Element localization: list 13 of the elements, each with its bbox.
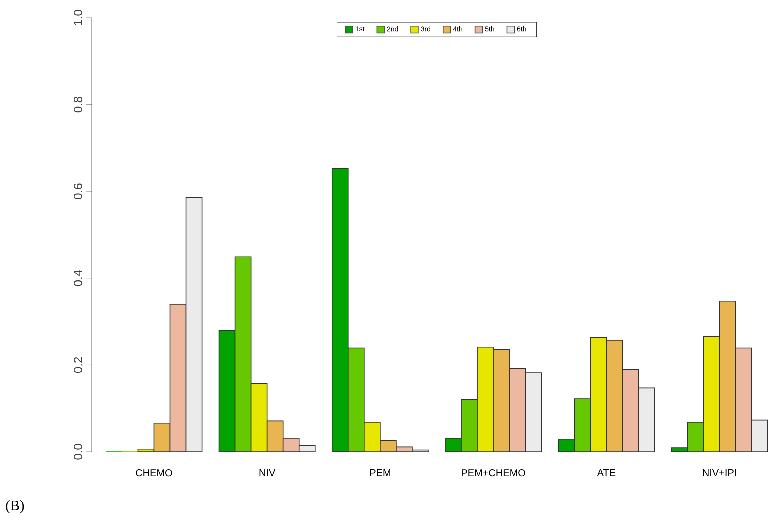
x-tick-label: NIV (260, 470, 276, 476)
text: (B) (6, 500, 24, 514)
y-tick-label: 0.4 (74, 270, 82, 286)
x-tick-label: NIV+IPI (703, 470, 736, 476)
x-tick-label: PEM (370, 470, 390, 476)
y-tick-label: 0.6 (74, 184, 82, 200)
y-tick-label: 0.2 (74, 357, 82, 374)
x-tick-label: CHEMO (136, 470, 172, 477)
x-tick-label: ATE (597, 470, 616, 476)
y-tick-label: 1.0 (74, 10, 82, 26)
x-tick-label: PEM+CHEMO (462, 470, 526, 477)
y-tick-label: 0.8 (74, 96, 82, 113)
y-tick-label: 0.0 (74, 444, 82, 460)
